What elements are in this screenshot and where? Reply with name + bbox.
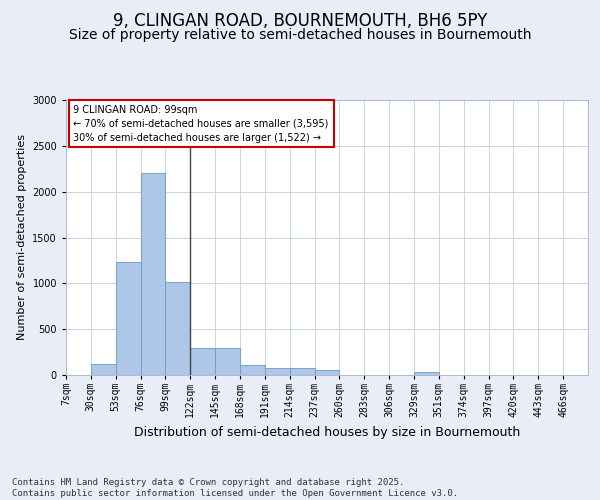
Text: Contains HM Land Registry data © Crown copyright and database right 2025.
Contai: Contains HM Land Registry data © Crown c… (12, 478, 458, 498)
Bar (215, 348, 240, 375)
Bar (240, 365, 265, 375)
Text: 9 CLINGAN ROAD: 99sqm
← 70% of semi-detached houses are smaller (3,595)
30% of s: 9 CLINGAN ROAD: 99sqm ← 70% of semi-deta… (73, 104, 329, 142)
Bar (290, 368, 314, 375)
Bar (190, 348, 215, 375)
Y-axis label: Number of semi-detached properties: Number of semi-detached properties (17, 134, 26, 340)
Text: Size of property relative to semi-detached houses in Bournemouth: Size of property relative to semi-detach… (69, 28, 531, 42)
Bar (140, 174, 166, 375)
Text: 9, CLINGAN ROAD, BOURNEMOUTH, BH6 5PY: 9, CLINGAN ROAD, BOURNEMOUTH, BH6 5PY (113, 12, 487, 30)
Bar (166, 282, 190, 375)
X-axis label: Distribution of semi-detached houses by size in Bournemouth: Distribution of semi-detached houses by … (134, 426, 520, 438)
Bar (91, 364, 116, 375)
Bar (116, 262, 140, 375)
Bar (265, 368, 290, 375)
Bar (414, 372, 439, 375)
Bar (314, 370, 340, 375)
